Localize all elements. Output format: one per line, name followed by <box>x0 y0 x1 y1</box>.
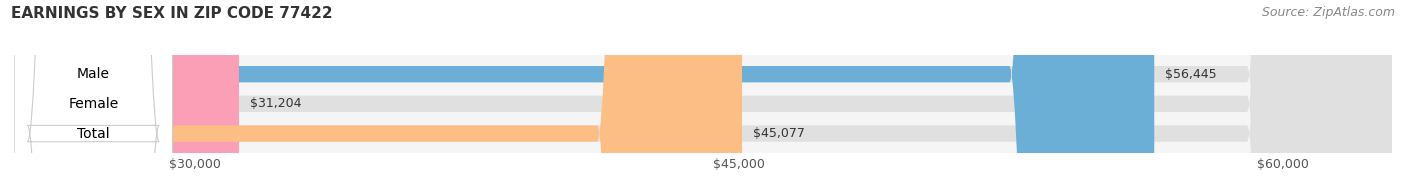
FancyBboxPatch shape <box>14 0 173 196</box>
FancyBboxPatch shape <box>14 0 1392 196</box>
Text: Female: Female <box>67 97 118 111</box>
FancyBboxPatch shape <box>14 0 173 196</box>
Text: Total: Total <box>77 127 110 141</box>
FancyBboxPatch shape <box>14 0 1392 196</box>
Text: Male: Male <box>77 67 110 81</box>
Text: Source: ZipAtlas.com: Source: ZipAtlas.com <box>1261 6 1395 19</box>
Text: EARNINGS BY SEX IN ZIP CODE 77422: EARNINGS BY SEX IN ZIP CODE 77422 <box>11 6 333 21</box>
Text: $56,445: $56,445 <box>1166 68 1218 81</box>
Text: $31,204: $31,204 <box>250 97 301 110</box>
Text: $45,077: $45,077 <box>754 127 806 140</box>
FancyBboxPatch shape <box>14 0 239 196</box>
FancyBboxPatch shape <box>14 0 1392 196</box>
FancyBboxPatch shape <box>14 0 742 196</box>
FancyBboxPatch shape <box>14 0 173 196</box>
FancyBboxPatch shape <box>14 0 1154 196</box>
